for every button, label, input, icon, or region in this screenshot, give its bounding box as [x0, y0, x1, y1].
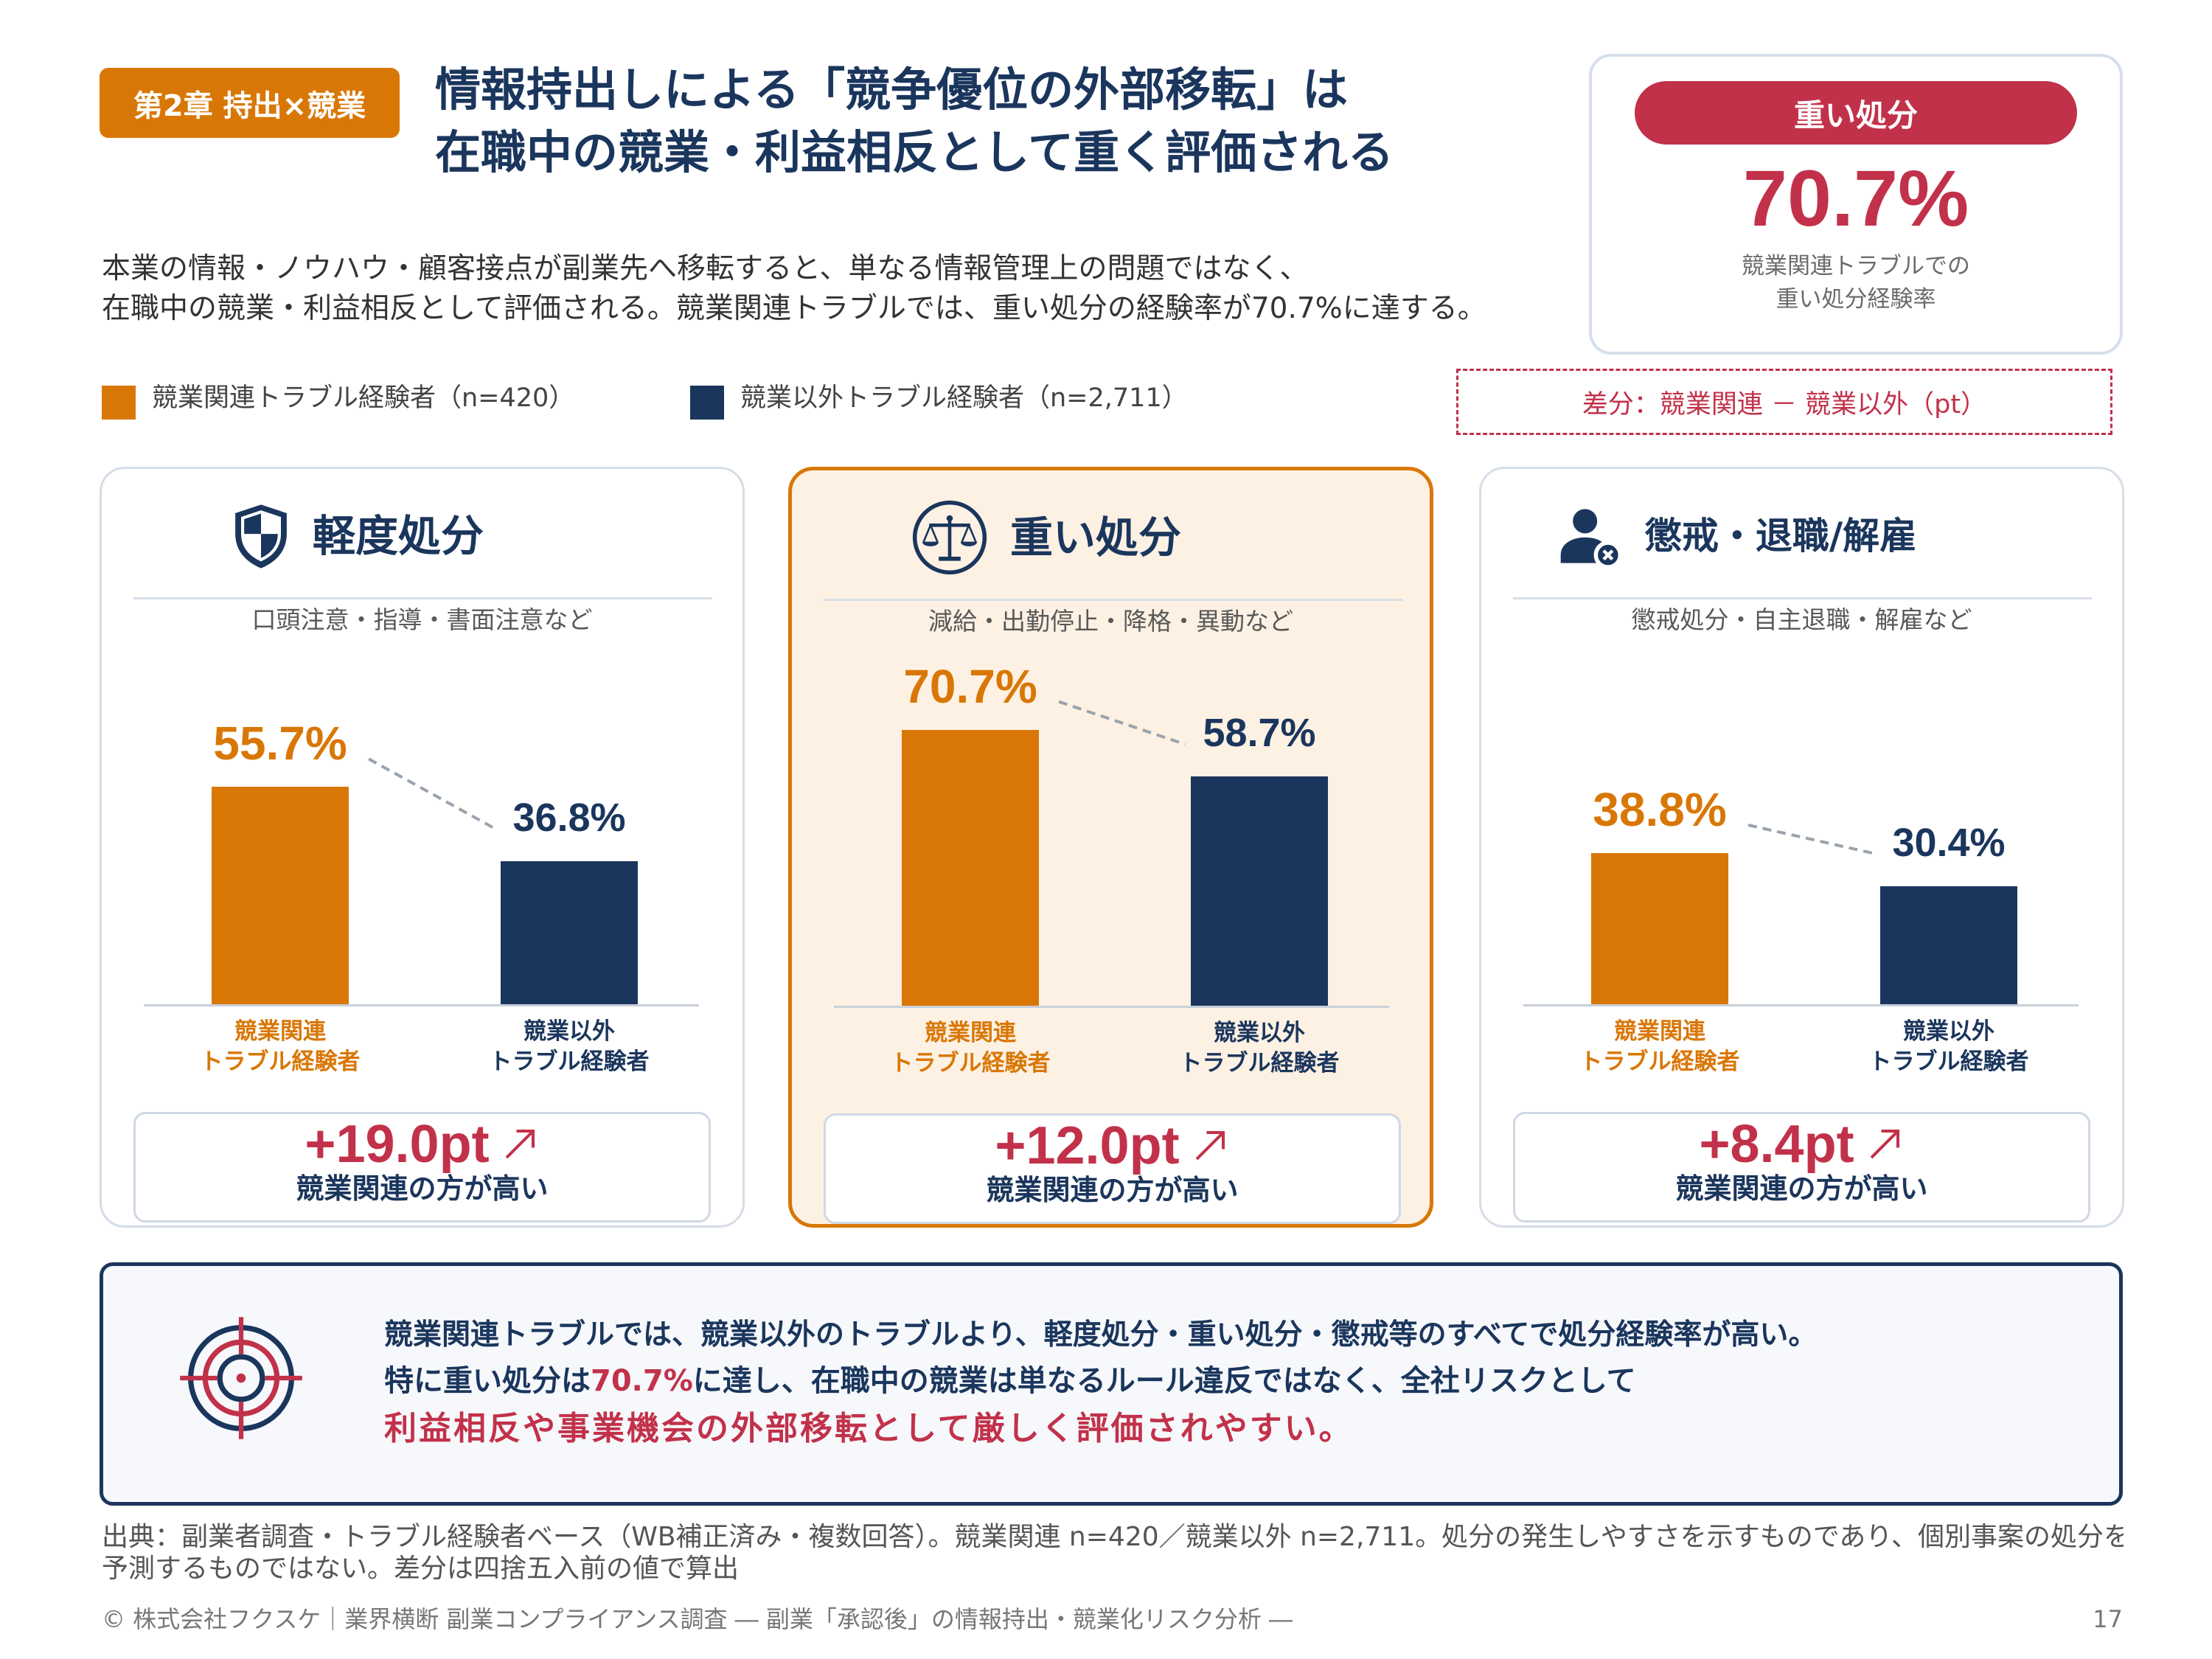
bar-competition-related	[212, 787, 349, 1005]
panel-subtitle: 口頭注意・指導・書面注意など	[251, 605, 593, 634]
diff-box: +19.0pt 競業関連の方が高い	[133, 1112, 711, 1222]
category-label-non-competition: 競業以外 トラブル経験者	[489, 1018, 650, 1075]
source-line-2: 予測するものではない。差分は四捨五入前の値で算出	[102, 1554, 740, 1584]
page-title-line-2: 在職中の競業・利益相反として重く評価される	[435, 125, 1394, 179]
legend-swatch-non-competition	[690, 386, 724, 420]
target-icon	[180, 1317, 302, 1439]
value-label-non-competition: 36.8%	[512, 795, 626, 840]
shield-icon	[235, 504, 287, 568]
panel-divider	[133, 597, 712, 599]
legend-swatch-competition-related	[102, 386, 136, 420]
bar-competition-related	[902, 729, 1039, 1006]
category-label-competition-related: 競業関連 トラブル経験者	[1579, 1018, 1740, 1075]
summary-line-2-suffix: に達し、在職中の競業は単なるルール違反ではなく、全社リスクとして	[692, 1364, 1636, 1398]
summary-line-3: 利益相反や事業機会の外部移転として厳しく評価されやすい。	[384, 1410, 1354, 1447]
page-title-line-1: 情報持出しによる「競争優位の外部移転」は	[435, 63, 1349, 116]
trend-up-arrow-icon	[1195, 1130, 1225, 1161]
summary-box: 競業関連トラブルでは、競業以外のトラブルより、軽度処分・重い処分・懲戒等のすべて…	[100, 1262, 2123, 1506]
scales-icon	[912, 500, 987, 575]
summary-highlight-value: 70.7%	[591, 1364, 693, 1398]
page-title: 情報持出しによる「競争優位の外部移転」は 在職中の競業・利益相反として重く評価さ…	[435, 58, 1394, 184]
bar-chart-plot: 55.7% 36.8%	[144, 599, 699, 1005]
source-note: 出典：副業者調査・トラブル経験者ベース（WB補正済み・複数回答）。競業関連 n=…	[102, 1521, 2124, 1585]
panel-light-discipline: 軽度処分 口頭注意・指導・書面注意など 55.7% 36.8% 競業関連 トラブ…	[100, 467, 745, 1228]
category-label-non-competition: 競業以外 トラブル経験者	[1868, 1018, 2029, 1075]
panel-divider	[1513, 597, 2092, 599]
page-number: 17	[2093, 1605, 2123, 1633]
trend-up-arrow-icon	[1870, 1129, 1899, 1159]
value-label-competition-related: 70.7%	[903, 659, 1037, 713]
diff-row: +12.0pt	[826, 1116, 1399, 1176]
diff-value: +12.0pt	[995, 1116, 1180, 1175]
intro-text: 本業の情報・ノウハウ・顧客接点が副業先へ移転すると、単なる情報管理上の問題ではな…	[102, 249, 1486, 329]
diff-note: 競業関連の方が高い	[296, 1172, 549, 1205]
kpi-label-pill: 重い処分	[1635, 81, 2077, 145]
category-label-non-competition: 競業以外 トラブル経験者	[1179, 1020, 1340, 1077]
chart-baseline	[144, 1004, 699, 1006]
panel-divider	[824, 599, 1402, 601]
intro-line-2: 在職中の競業・利益相反として評価される。競業関連トラブルでは、重い処分の経験率が…	[102, 292, 1486, 325]
diff-box: +8.4pt 競業関連の方が高い	[1513, 1112, 2090, 1222]
trend-up-arrow-icon	[505, 1129, 535, 1159]
kpi-card: 重い処分 70.7% 競業関連トラブルでの 重い処分経験率	[1589, 54, 2123, 355]
bar-competition-related	[1591, 852, 1728, 1005]
diff-note: 競業関連の方が高い	[986, 1174, 1239, 1206]
chapter-badge: 第2章 持出×競業	[100, 68, 400, 138]
source-line-1: 出典：副業者調査・トラブル経験者ベース（WB補正済み・複数回答）。競業関連 n=…	[102, 1522, 2124, 1552]
category-label-competition-related: 競業関連 トラブル経験者	[890, 1020, 1051, 1077]
panel-header: 重い処分	[792, 500, 1430, 575]
chart-baseline	[1523, 1004, 2079, 1006]
bar-chart-plot: 70.7% 58.7%	[834, 601, 1389, 1006]
chart-baseline	[834, 1006, 1389, 1008]
bar-non-competition	[1191, 776, 1328, 1006]
panel-title: 重い処分	[1009, 512, 1181, 563]
kpi-value: 70.7%	[1742, 153, 1969, 243]
diff-value: +19.0pt	[305, 1115, 490, 1174]
value-label-non-competition: 30.4%	[1892, 820, 2006, 865]
panel-disciplinary-dismissal: 懲戒・退職/解雇 懲戒処分・自主退職・解雇など 38.8% 30.4% 競業関連…	[1479, 467, 2124, 1228]
diff-note: 競業関連の方が高い	[1675, 1172, 1928, 1205]
bar-chart-plot: 38.8% 30.4%	[1523, 599, 2079, 1005]
kpi-caption-line-2: 重い処分経験率	[1775, 286, 1936, 313]
bar-non-competition	[1880, 886, 2017, 1005]
diff-value: +8.4pt	[1699, 1115, 1854, 1174]
panel-subtitle: 懲戒処分・自主退職・解雇など	[1631, 605, 1972, 634]
legend-label-competition-related: 競業関連トラブル経験者（n=420）	[152, 383, 575, 413]
intro-line-1: 本業の情報・ノウハウ・顧客接点が副業先へ移転すると、単なる情報管理上の問題ではな…	[102, 252, 1309, 285]
category-label-competition-related: 競業関連 トラブル経験者	[200, 1018, 361, 1075]
summary-line-1: 競業関連トラブルでは、競業以外のトラブルより、軽度処分・重い処分・懲戒等のすべて…	[384, 1318, 1818, 1352]
bar-non-competition	[501, 860, 638, 1005]
summary-line-2-prefix: 特に重い処分は	[384, 1364, 591, 1398]
summary-line-2: 特に重い処分は70.7%に達し、在職中の競業は単なるルール違反ではなく、全社リス…	[384, 1358, 1636, 1404]
value-label-competition-related: 38.8%	[1593, 782, 1727, 836]
panel-header: 懲戒・退職/解雇	[1481, 499, 2122, 573]
panel-subtitle: 減給・出勤停止・降格・異動など	[928, 607, 1293, 636]
kpi-caption: 競業関連トラブルでの 重い処分経験率	[1592, 250, 2120, 316]
diff-row: +19.0pt	[136, 1114, 709, 1175]
panel-title: 軽度処分	[312, 511, 484, 561]
person-remove-icon	[1560, 509, 1622, 568]
value-label-competition-related: 55.7%	[213, 717, 347, 771]
panel-heavy-discipline: 重い処分 減給・出勤停止・降格・異動など 70.7% 58.7% 競業関連 トラ…	[788, 467, 1433, 1228]
panel-title: 懲戒・退職/解雇	[1644, 515, 1917, 557]
kpi-caption-line-1: 競業関連トラブルでの	[1742, 253, 1970, 279]
diff-legend-box: 差分：競業関連 － 競業以外（pt）	[1456, 369, 2112, 435]
diff-row: +8.4pt	[1515, 1114, 2088, 1175]
legend-label-non-competition: 競業以外トラブル経験者（n=2,711）	[740, 383, 1188, 413]
footer-credit: © 株式会社フクスケ｜業界横断 副業コンプライアンス調査 ― 副業「承認後」の情…	[102, 1605, 1293, 1633]
diff-box: +12.0pt 競業関連の方が高い	[824, 1113, 1401, 1224]
panel-header: 軽度処分	[102, 499, 742, 573]
value-label-non-competition: 58.7%	[1203, 711, 1316, 756]
